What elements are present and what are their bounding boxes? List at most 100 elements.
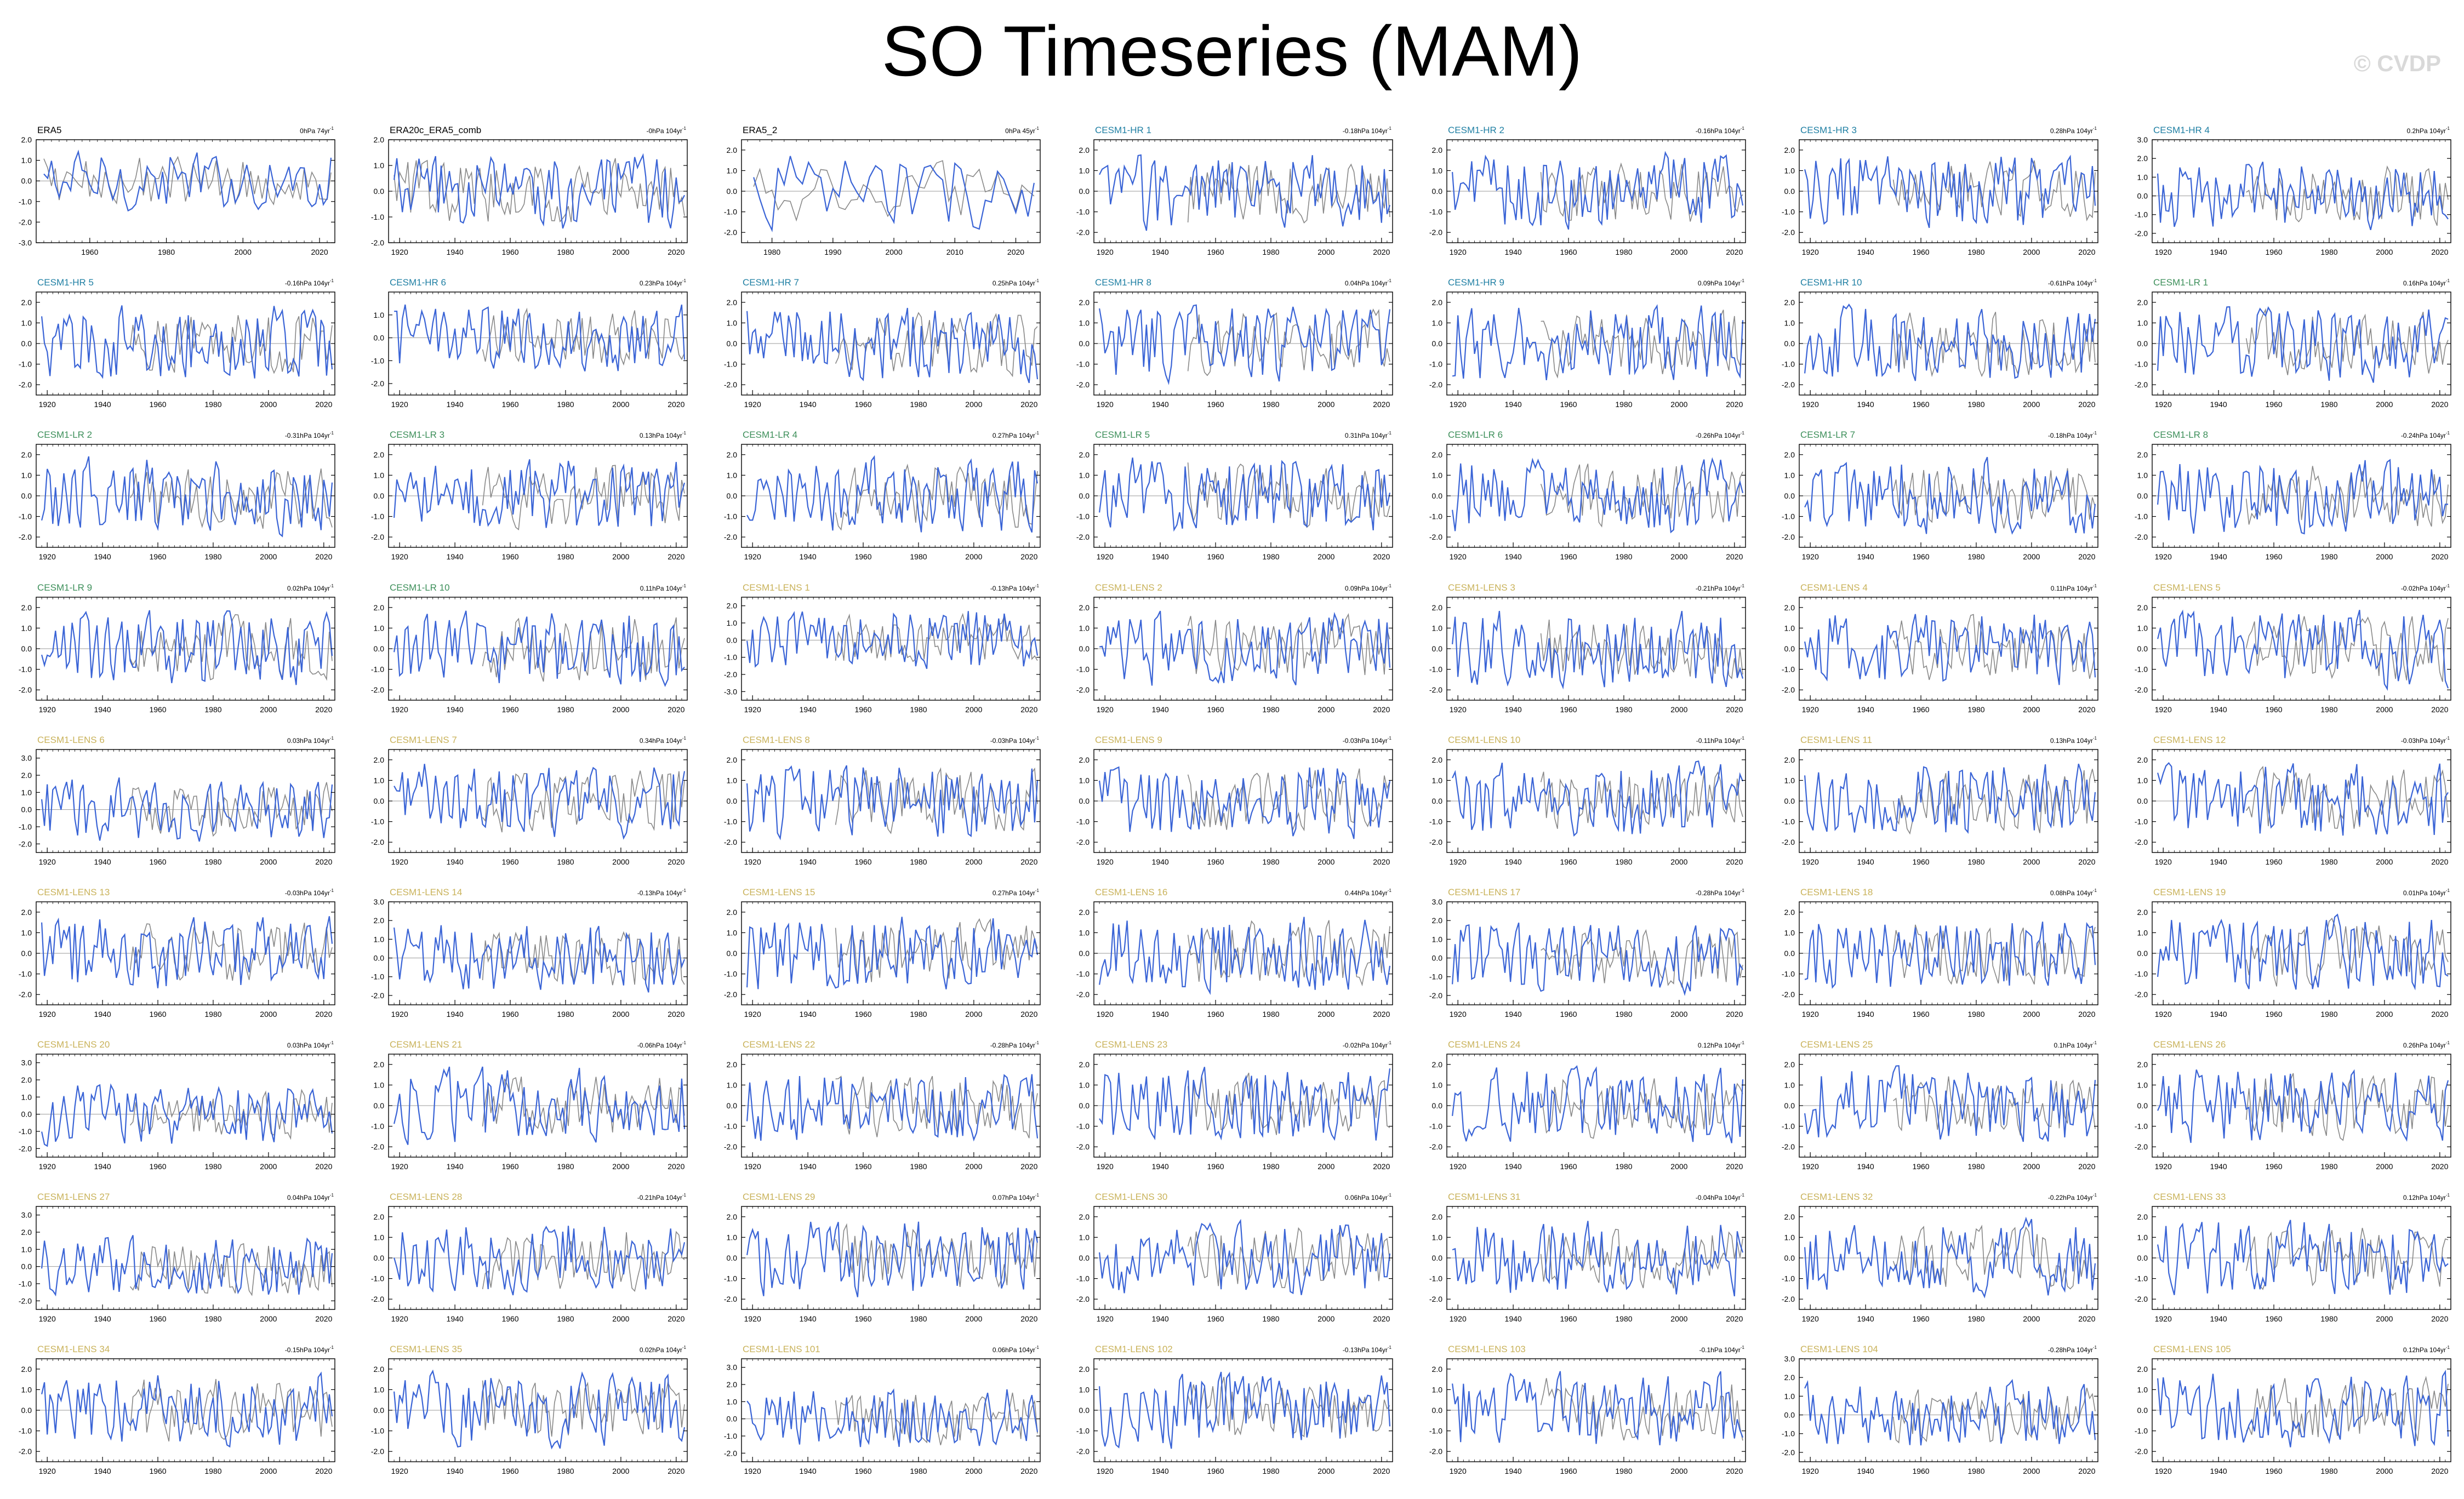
y-tick-label: 1.0 xyxy=(727,776,738,785)
y-tick-label: 2.0 xyxy=(2137,298,2148,307)
x-tick-label: 1920 xyxy=(1802,552,1819,561)
x-tick-label: 1960 xyxy=(1207,705,1224,714)
x-tick-label: 1940 xyxy=(1152,552,1169,561)
x-tick-label: 2020 xyxy=(315,705,332,714)
y-tick-label: -1.0 xyxy=(19,197,32,206)
y-tick-label: -1.0 xyxy=(1076,360,1090,369)
panel-trend: 0.13hPa 104yr-1 xyxy=(640,431,687,439)
y-tick-label: -1.0 xyxy=(371,817,384,826)
x-tick-label: 1980 xyxy=(910,705,927,714)
x-tick-label: 1980 xyxy=(910,552,927,561)
panel-title: CESM1-LR 9 xyxy=(37,582,92,593)
model-series-line xyxy=(1099,457,1391,532)
observed-series-line xyxy=(482,617,685,682)
x-tick-label: 1980 xyxy=(204,400,221,409)
y-tick-label: 1.0 xyxy=(1079,776,1090,785)
observed-series-line xyxy=(1540,619,1743,680)
x-tick-label: 1920 xyxy=(1802,857,1819,866)
panel-trend: 0.09hPa 104yr-1 xyxy=(1345,583,1392,592)
x-tick-label: 1940 xyxy=(1505,857,1522,866)
x-tick-label: 2000 xyxy=(965,857,982,866)
y-tick-label: -1.0 xyxy=(2135,665,2148,674)
panel-trend: 0.31hPa 104yr-1 xyxy=(1345,431,1392,439)
x-tick-label: 2020 xyxy=(315,552,332,561)
y-tick-label: -1.0 xyxy=(1782,665,1795,674)
observed-series-line xyxy=(753,160,1035,222)
x-tick-label: 2000 xyxy=(235,248,252,256)
observed-series-line xyxy=(835,613,1038,662)
y-tick-label: 1.0 xyxy=(21,928,32,937)
panel-title: CESM1-HR 3 xyxy=(1800,125,1857,135)
chart-panel: CESM1-HR 5 -0.16hPa 104yr-1 2.0 1.0 0.0 -1.0 -… xyxy=(19,277,335,409)
panel-trend: -0.31hPa 104yr-1 xyxy=(285,431,334,439)
x-tick-label: 1940 xyxy=(1152,248,1169,256)
x-tick-label: 1940 xyxy=(1857,400,1874,409)
x-tick-label: 1940 xyxy=(800,552,817,561)
y-tick-label: 1.0 xyxy=(21,318,32,327)
panel-title: CESM1-LR 3 xyxy=(390,430,444,440)
panel-title: CESM1-HR 2 xyxy=(1448,125,1504,135)
y-tick-label: 1.0 xyxy=(1784,471,1795,479)
x-tick-label: 1920 xyxy=(1097,552,1114,561)
y-tick-label: -2.0 xyxy=(724,838,737,846)
panel-title: CESM1-LR 2 xyxy=(37,430,92,440)
panel-trend: 0.11hPa 104yr-1 xyxy=(640,583,687,592)
y-tick-label: 1.0 xyxy=(374,623,385,632)
y-tick-label: -1.0 xyxy=(1076,208,1090,216)
plot-frame xyxy=(388,291,688,396)
x-tick-label: 1940 xyxy=(1505,400,1522,409)
y-tick-label: 3.0 xyxy=(21,754,32,763)
observed-series-line xyxy=(835,312,1038,377)
y-tick-label: 2.0 xyxy=(1432,603,1443,612)
x-tick-label: 1920 xyxy=(391,248,408,256)
y-tick-label: -2.0 xyxy=(371,838,384,846)
y-tick-label: 0.0 xyxy=(21,339,32,348)
y-tick-label: 2.0 xyxy=(1432,146,1443,155)
chart-panel: CESM1-LR 1 0.16hPa 104yr-1 2.0 1.0 0.0 -1.0 -2… xyxy=(2135,277,2451,409)
x-tick-label: 1920 xyxy=(2155,857,2172,866)
model-series-line xyxy=(41,305,333,379)
model-series-line xyxy=(2157,306,2449,383)
y-tick-label: 2.0 xyxy=(1079,298,1090,307)
x-tick-label: 1920 xyxy=(1450,400,1467,409)
panel-trend: -0.26hPa 104yr-1 xyxy=(1696,431,1745,439)
panel-trend: -0.03hPa 104yr-1 xyxy=(285,888,334,897)
y-tick-label: 1.0 xyxy=(1784,166,1795,175)
y-tick-label: 0.0 xyxy=(1432,644,1443,653)
model-series-line xyxy=(1452,151,1744,230)
x-tick-label: 2000 xyxy=(2376,248,2393,256)
x-tick-label: 1940 xyxy=(800,400,817,409)
x-tick-label: 2020 xyxy=(2431,705,2448,714)
x-tick-label: 1980 xyxy=(1615,857,1632,866)
y-tick-label: 2.0 xyxy=(1432,298,1443,307)
plot-frame xyxy=(36,139,335,243)
x-tick-label: 1960 xyxy=(854,705,871,714)
y-tick-label: -2.0 xyxy=(1429,685,1442,694)
observed-series-line xyxy=(393,158,685,223)
x-tick-label: 1980 xyxy=(557,857,574,866)
x-tick-label: 1960 xyxy=(501,400,518,409)
model-series-line xyxy=(753,156,1035,233)
y-tick-label: 2.0 xyxy=(727,298,738,307)
y-tick-label: 2.0 xyxy=(21,135,32,144)
y-tick-label: 2.0 xyxy=(727,450,738,459)
y-tick-label: 1.0 xyxy=(21,623,32,632)
x-tick-label: 2020 xyxy=(2078,400,2095,409)
model-series-line xyxy=(746,455,1039,533)
observed-series-line xyxy=(835,464,1038,531)
x-tick-label: 1940 xyxy=(1152,857,1169,866)
observed-series-line xyxy=(129,468,333,529)
y-tick-label: -2.0 xyxy=(1782,380,1795,389)
x-tick-label: 2000 xyxy=(2376,705,2393,714)
panel-trend: -0hPa 104yr-1 xyxy=(647,126,687,135)
y-tick-label: -2.0 xyxy=(1076,838,1090,846)
x-tick-label: 2020 xyxy=(1726,857,1743,866)
x-tick-label: 2000 xyxy=(1670,248,1687,256)
model-series-line xyxy=(1099,154,1391,231)
x-tick-label: 1960 xyxy=(2265,248,2282,256)
y-tick-label: 1.0 xyxy=(2137,471,2148,479)
x-tick-label: 2000 xyxy=(1317,400,1334,409)
x-tick-label: 1940 xyxy=(1857,705,1874,714)
y-tick-label: -2.0 xyxy=(1429,228,1442,237)
panel-title: CESM1-LR 10 xyxy=(390,582,450,593)
